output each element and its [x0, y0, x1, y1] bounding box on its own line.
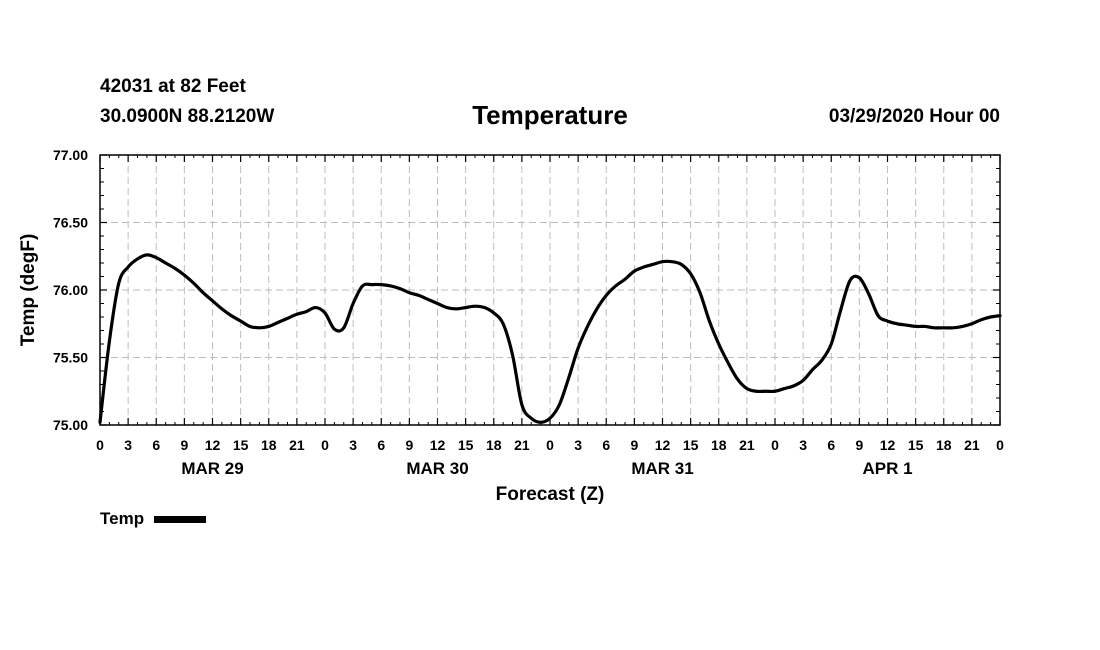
x-tick-label: 0: [546, 437, 554, 453]
x-tick-label: 21: [514, 437, 530, 453]
grid: [100, 155, 1000, 425]
x-tick-label: 21: [964, 437, 980, 453]
x-tick-label: 12: [430, 437, 446, 453]
x-tick-label: 0: [96, 437, 104, 453]
x-tick-label: 9: [405, 437, 413, 453]
y-tick-label: 75.50: [53, 350, 88, 366]
x-tick-label: 0: [321, 437, 329, 453]
y-tick-label: 76.50: [53, 215, 88, 231]
x-tick-label: 6: [377, 437, 385, 453]
x-tick-label: 9: [180, 437, 188, 453]
x-tick-label: 12: [205, 437, 221, 453]
x-tick-label: 3: [799, 437, 807, 453]
x-tick-label: 0: [771, 437, 779, 453]
day-label: MAR 31: [631, 459, 693, 478]
x-tick-label: 3: [349, 437, 357, 453]
x-tick-label: 15: [908, 437, 924, 453]
day-label: APR 1: [862, 459, 912, 478]
legend: Temp: [100, 509, 207, 529]
x-tick-label: 12: [655, 437, 671, 453]
x-tick-label: 18: [936, 437, 952, 453]
chart-title: Temperature: [472, 100, 628, 130]
x-tick-label: 21: [739, 437, 755, 453]
y-axis-title: Temp (degF): [18, 234, 39, 347]
x-tick-label: 6: [602, 437, 610, 453]
ticks: [99, 154, 1001, 426]
x-tick-label: 0: [996, 437, 1004, 453]
x-tick-label: 3: [574, 437, 582, 453]
x-tick-label: 15: [233, 437, 249, 453]
x-tick-label: 3: [124, 437, 132, 453]
x-tick-label: 18: [711, 437, 727, 453]
axis-labels: Forecast (Z) Temp (degF) 0 3 6 9 12 15 18 21 0 3 6…: [18, 147, 1004, 505]
x-tick-label: 6: [827, 437, 835, 453]
x-tick-label: 12: [880, 437, 896, 453]
x-tick-label: 9: [855, 437, 863, 453]
coordinates-label: 30.0900N 88.2120W: [100, 106, 275, 127]
legend-swatch: [154, 515, 207, 523]
y-tick-label: 77.00: [53, 147, 88, 163]
legend-label: Temp: [100, 509, 145, 528]
x-tick-label: 18: [486, 437, 502, 453]
day-label: MAR 29: [181, 459, 243, 478]
x-tick-label: 18: [261, 437, 277, 453]
x-tick-label: 15: [458, 437, 474, 453]
y-tick-label: 75.00: [53, 417, 88, 433]
station-label: 42031 at 82 Feet: [100, 76, 246, 97]
day-label: MAR 30: [406, 459, 468, 478]
x-axis-title: Forecast (Z): [496, 484, 605, 505]
x-tick-label: 9: [630, 437, 638, 453]
x-tick-label: 21: [289, 437, 305, 453]
x-tick-label: 6: [152, 437, 160, 453]
y-tick-label: 76.00: [53, 282, 88, 298]
x-tick-label: 15: [683, 437, 699, 453]
issued-time-label: 03/29/2020 Hour 00: [828, 106, 1000, 127]
